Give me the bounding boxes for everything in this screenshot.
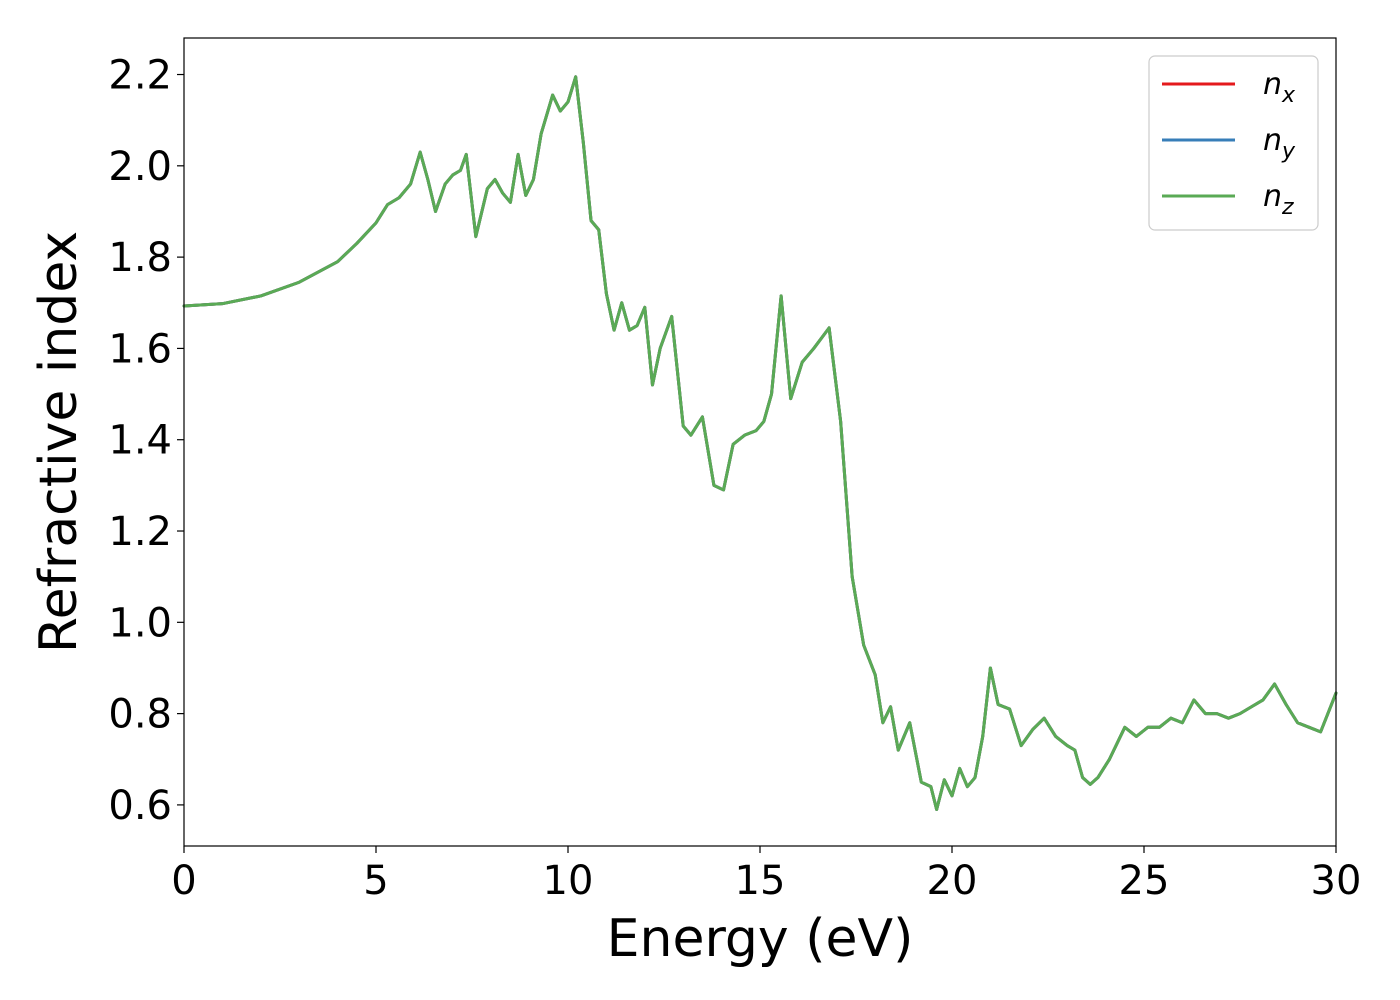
x-tick-label: 25 bbox=[1119, 858, 1170, 904]
y-tick-label: 0.8 bbox=[108, 692, 172, 738]
y-tick-label: 2.0 bbox=[108, 144, 172, 190]
legend-label-nx: nx bbox=[1263, 67, 1296, 108]
series-line-nz bbox=[182, 75, 1338, 811]
y-tick-label: 1.4 bbox=[108, 418, 172, 464]
x-tick-label: 30 bbox=[1311, 858, 1362, 904]
y-tick-label: 2.2 bbox=[108, 53, 172, 99]
plot-series-group bbox=[182, 75, 1338, 811]
y-axis-ticks: 0.6 0.8 1.0 1.2 1.4 1.6 1.8 2.0 2.2 bbox=[108, 53, 184, 829]
x-axis-ticks: 0 5 10 15 20 25 30 bbox=[171, 846, 1361, 904]
y-tick-label: 1.0 bbox=[108, 600, 172, 646]
y-tick-label: 1.6 bbox=[108, 326, 172, 372]
y-axis-title: Refractive index bbox=[29, 231, 89, 653]
x-tick-label: 0 bbox=[171, 858, 196, 904]
legend: nx ny nz bbox=[1148, 55, 1319, 231]
y-tick-label: 1.2 bbox=[108, 509, 172, 555]
x-tick-label: 15 bbox=[735, 858, 786, 904]
x-tick-label: 10 bbox=[543, 858, 594, 904]
y-tick-label: 0.6 bbox=[108, 783, 172, 829]
legend-box bbox=[1148, 55, 1319, 231]
x-tick-label: 5 bbox=[363, 858, 388, 904]
y-tick-label: 1.8 bbox=[108, 235, 172, 281]
x-tick-label: 20 bbox=[927, 858, 978, 904]
legend-label-ny: ny bbox=[1263, 123, 1296, 164]
legend-label-nz: nz bbox=[1263, 179, 1294, 220]
x-axis-title: Energy (eV) bbox=[607, 909, 914, 969]
